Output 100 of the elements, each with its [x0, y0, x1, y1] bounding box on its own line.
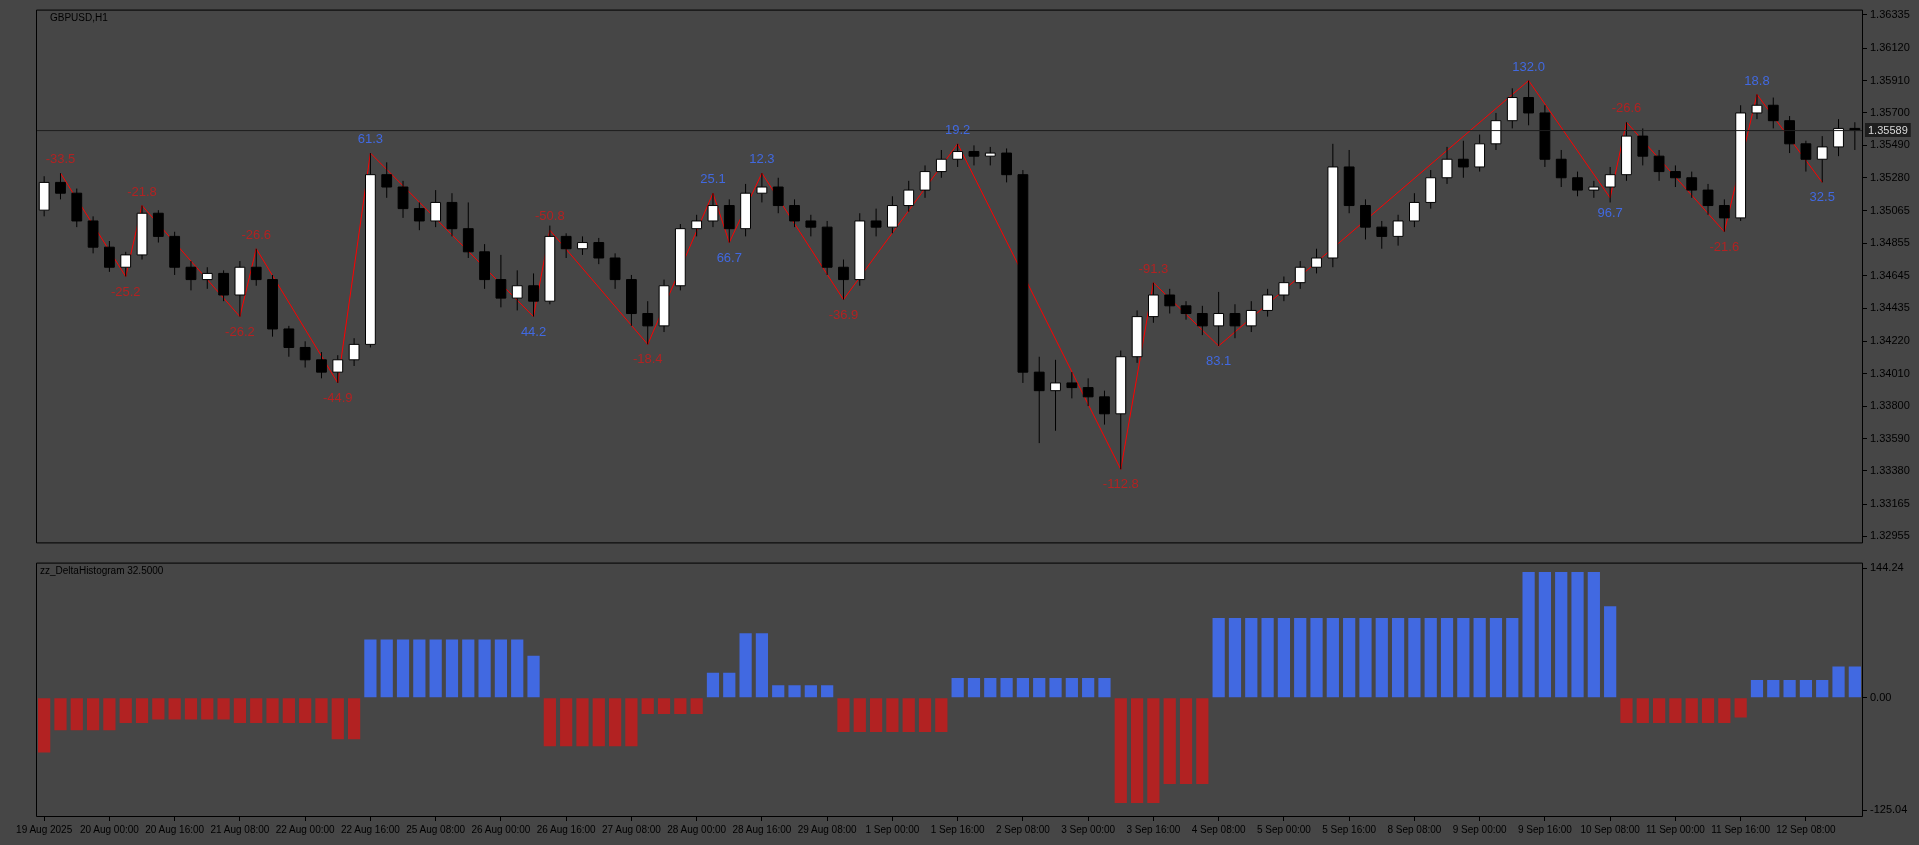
bar: [299, 698, 312, 723]
bar: [119, 698, 132, 723]
bar: [1669, 698, 1682, 723]
bar: [1261, 617, 1274, 698]
x-tick-label: 3 Sep 16:00: [1126, 823, 1181, 835]
x-tick-label: 26 Aug 00:00: [471, 823, 531, 835]
bar: [1000, 678, 1013, 698]
bar: [135, 698, 149, 723]
bar: [1391, 617, 1405, 698]
bar: [576, 698, 589, 747]
bar: [690, 698, 703, 714]
x-tick-label: 22 Aug 00:00: [275, 823, 336, 835]
x-tick-label: 12 Sep 08:00: [1776, 823, 1837, 835]
bar: [54, 698, 67, 731]
x-tick-label: 20 Aug 16:00: [145, 823, 205, 835]
x-tick-label: 4 Sep 08:00: [1191, 823, 1247, 835]
candlestick: [887, 195, 898, 234]
annotation: 83.1: [1206, 353, 1232, 368]
candlestick: [1572, 171, 1583, 197]
y-tick-label: 1.32955: [1870, 529, 1910, 542]
annotation: 132.0: [1512, 58, 1545, 74]
annotation: -33.5: [45, 151, 76, 167]
y-tick-label: 1.36335: [1870, 8, 1910, 21]
bar: [837, 698, 850, 732]
bar: [364, 639, 377, 698]
bar: [723, 672, 736, 698]
y-tick-label: 144.24: [1870, 561, 1904, 574]
bar: [233, 698, 247, 723]
bar: [1587, 572, 1600, 698]
bar: [1555, 572, 1568, 698]
y-tick-label: -125.04: [1870, 803, 1908, 816]
bar: [1848, 666, 1861, 698]
bar: [1033, 678, 1046, 698]
y-tick-label: 1.35280: [1870, 170, 1910, 183]
bar: [657, 698, 671, 714]
bar: [1767, 679, 1780, 698]
annotation: -91.3: [1138, 260, 1169, 276]
annotation: 25.1: [700, 171, 726, 187]
bar: [429, 639, 442, 698]
x-tick-label: 10 Sep 08:00: [1580, 823, 1641, 835]
bar: [1783, 679, 1796, 698]
annotation: -21.8: [127, 183, 157, 199]
x-tick-label: 25 Aug 08:00: [406, 823, 466, 835]
x-tick-label: 22 Aug 16:00: [340, 823, 401, 835]
annotation: -18.4: [632, 351, 663, 367]
bar: [1489, 617, 1503, 698]
bar: [413, 639, 426, 698]
bar: [886, 698, 899, 732]
bar: [1294, 617, 1307, 698]
y-tick-label: 1.34220: [1870, 334, 1910, 347]
x-tick-label: 27 Aug 08:00: [601, 823, 662, 835]
x-tick-label: 26 Aug 16:00: [536, 823, 597, 835]
bar: [184, 698, 198, 720]
y-tick-label: 1.36120: [1870, 41, 1910, 54]
bar: [1212, 617, 1225, 698]
bar: [967, 678, 981, 698]
bar: [1604, 606, 1617, 698]
bar: [706, 672, 720, 698]
bar: [1538, 572, 1552, 698]
bar: [1016, 678, 1030, 698]
bar: [1408, 617, 1421, 698]
y-tick-label: 0.00: [1870, 690, 1892, 703]
bar: [625, 698, 638, 747]
bar: [1114, 698, 1127, 803]
y-tick-label: 1.35910: [1870, 73, 1910, 86]
x-tick-label: 20 Aug 00:00: [79, 823, 140, 835]
x-tick-label: 28 Aug 00:00: [667, 823, 727, 835]
bar: [1832, 666, 1845, 698]
bar: [853, 698, 866, 732]
y-tick-label: 1.35065: [1870, 203, 1910, 216]
bar: [951, 678, 964, 698]
y-tick-label: 1.33165: [1870, 497, 1910, 510]
annotation: 32.5: [1809, 189, 1835, 205]
x-tick-label: 11 Sep 00:00: [1646, 823, 1706, 835]
annotation: -50.8: [535, 208, 565, 224]
bar: [217, 698, 230, 720]
y-tick-label: 1.34010: [1870, 366, 1910, 379]
annotation: -26.2: [225, 323, 255, 339]
bar: [788, 685, 801, 698]
bar: [445, 639, 459, 698]
bar: [1065, 678, 1078, 698]
bar: [282, 698, 295, 723]
bar: [772, 685, 785, 698]
x-tick-label: 5 Sep 00:00: [1256, 823, 1312, 835]
bar: [1049, 678, 1062, 698]
bar: [902, 698, 915, 732]
bar: [1277, 617, 1291, 698]
bar: [168, 698, 181, 720]
bar: [1473, 617, 1486, 698]
bar: [1147, 698, 1160, 803]
bar: [1652, 698, 1666, 723]
annotation: 44.2: [520, 323, 547, 339]
bar: [1179, 698, 1193, 785]
bar: [1130, 698, 1144, 803]
annotation: 96.7: [1597, 204, 1623, 220]
bar: [1718, 698, 1731, 723]
bar: [1163, 698, 1176, 785]
bar: [1750, 679, 1764, 698]
bar: [494, 639, 508, 698]
y-tick-label: 1.33380: [1870, 463, 1910, 476]
